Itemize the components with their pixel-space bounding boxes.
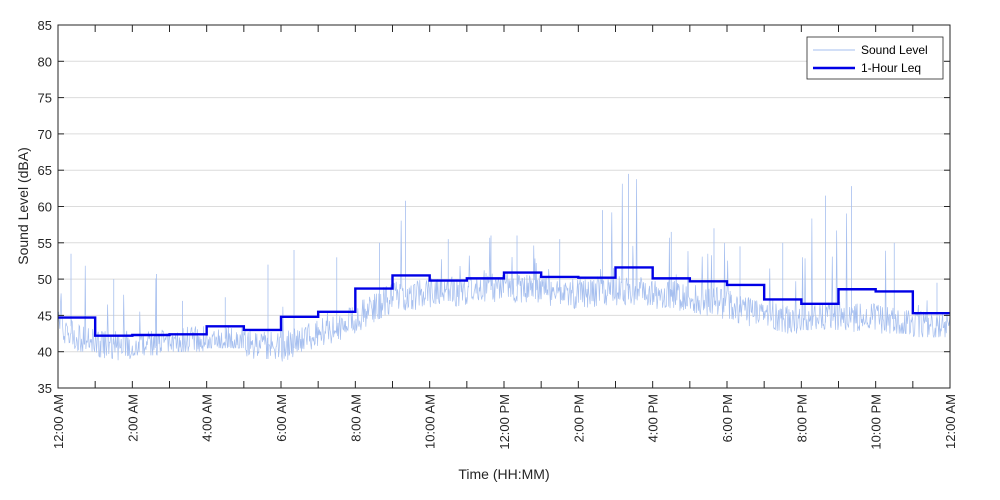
y-tick-label: 65: [38, 163, 52, 178]
y-tick-label: 80: [38, 54, 52, 69]
y-tick-label: 75: [38, 91, 52, 106]
y-tick-label: 60: [38, 200, 52, 215]
x-tick-label: 8:00 PM: [794, 394, 809, 442]
legend-box: [806, 36, 944, 80]
y-tick-label: 50: [38, 272, 52, 287]
y-tick-label: 35: [38, 381, 52, 396]
x-tick-label: 12:00 PM: [497, 394, 512, 450]
y-axis-label: Sound Level (dBA): [15, 147, 31, 265]
leq-step-line: [58, 266, 950, 337]
y-tick-label: 55: [38, 236, 52, 251]
x-tick-label: 12:00 AM: [51, 394, 66, 449]
y-axis-ticks: 35 40 45 50 55 60 65 70 75 80 85: [38, 18, 950, 396]
x-tick-label: 10:00 AM: [423, 394, 438, 449]
y-tick-label: 40: [38, 345, 52, 360]
x-tick-label: 10:00 PM: [869, 394, 884, 450]
x-tick-label: 4:00 AM: [200, 394, 215, 442]
x-tick-label: 2:00 AM: [125, 394, 140, 442]
leq-series: [58, 266, 950, 337]
legend-label-leq: 1-Hour Leq: [861, 61, 921, 75]
y-tick-label: 45: [38, 308, 52, 323]
y-tick-label: 85: [38, 18, 52, 33]
x-axis-label: Time (HH:MM): [458, 466, 549, 482]
y-tick-label: 70: [38, 127, 52, 142]
legend: Sound Level 1-Hour Leq: [806, 36, 944, 80]
x-tick-label: 6:00 PM: [720, 394, 735, 442]
x-tick-label: 12:00 AM: [943, 394, 958, 449]
x-tick-label: 2:00 PM: [571, 394, 586, 442]
legend-label-sound-level: Sound Level: [861, 43, 928, 57]
x-axis-ticks: 12:00 AM 2:00 AM 4:00 AM 6:00 AM 8:00 AM 10:0…: [51, 25, 958, 450]
x-tick-label: 6:00 AM: [274, 394, 289, 442]
x-tick-label: 4:00 PM: [646, 394, 661, 442]
x-tick-label: 8:00 AM: [348, 394, 363, 442]
